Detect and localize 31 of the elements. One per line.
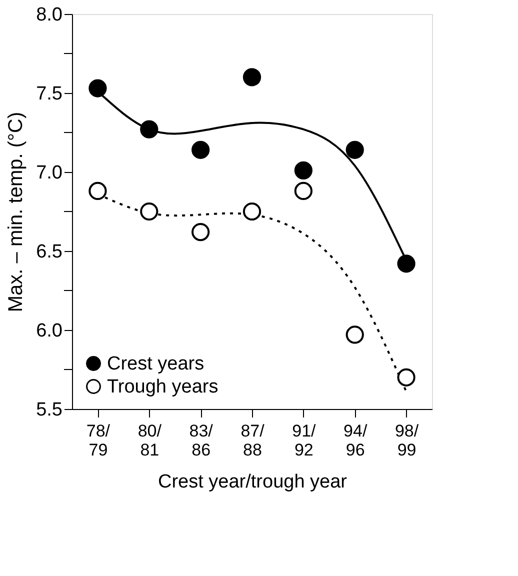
- y-tick-label: 6.5: [36, 242, 62, 262]
- point: [192, 222, 210, 242]
- legend-label: Trough years: [107, 376, 218, 398]
- point: [242, 68, 262, 86]
- x-axis-title: Crest year/trough year: [158, 472, 348, 492]
- y-tick-label: 7.5: [36, 84, 62, 104]
- legend-label: Crest years: [107, 354, 204, 374]
- x-tick-label: 91/92: [292, 422, 316, 460]
- y-tick-label: 6.0: [36, 320, 62, 342]
- point: [294, 182, 312, 200]
- x-tick-label: 80/81: [138, 422, 162, 460]
- y-tick-label: 8.0: [36, 4, 62, 26]
- x-tick-label: 83/86: [189, 422, 214, 460]
- y-tick-label: 7.0: [36, 162, 62, 184]
- point: [88, 182, 107, 200]
- point: [242, 202, 262, 221]
- point: [88, 79, 107, 98]
- point: [140, 202, 158, 221]
- x-tick-label: 94/96: [344, 422, 368, 460]
- point: [294, 161, 312, 180]
- y-axis-title: Max. – min. temp. (°C): [5, 112, 28, 312]
- point: [397, 368, 416, 386]
- point: [346, 326, 364, 344]
- x-tick-label: 78/79: [86, 422, 110, 460]
- point: [346, 140, 364, 159]
- point: [140, 120, 158, 138]
- y-tick-label: 5.5: [36, 400, 62, 420]
- x-tick-label: 98/99: [394, 422, 419, 460]
- x-tick-label: 87/88: [240, 422, 265, 460]
- point: [192, 140, 210, 159]
- point: [397, 254, 416, 273]
